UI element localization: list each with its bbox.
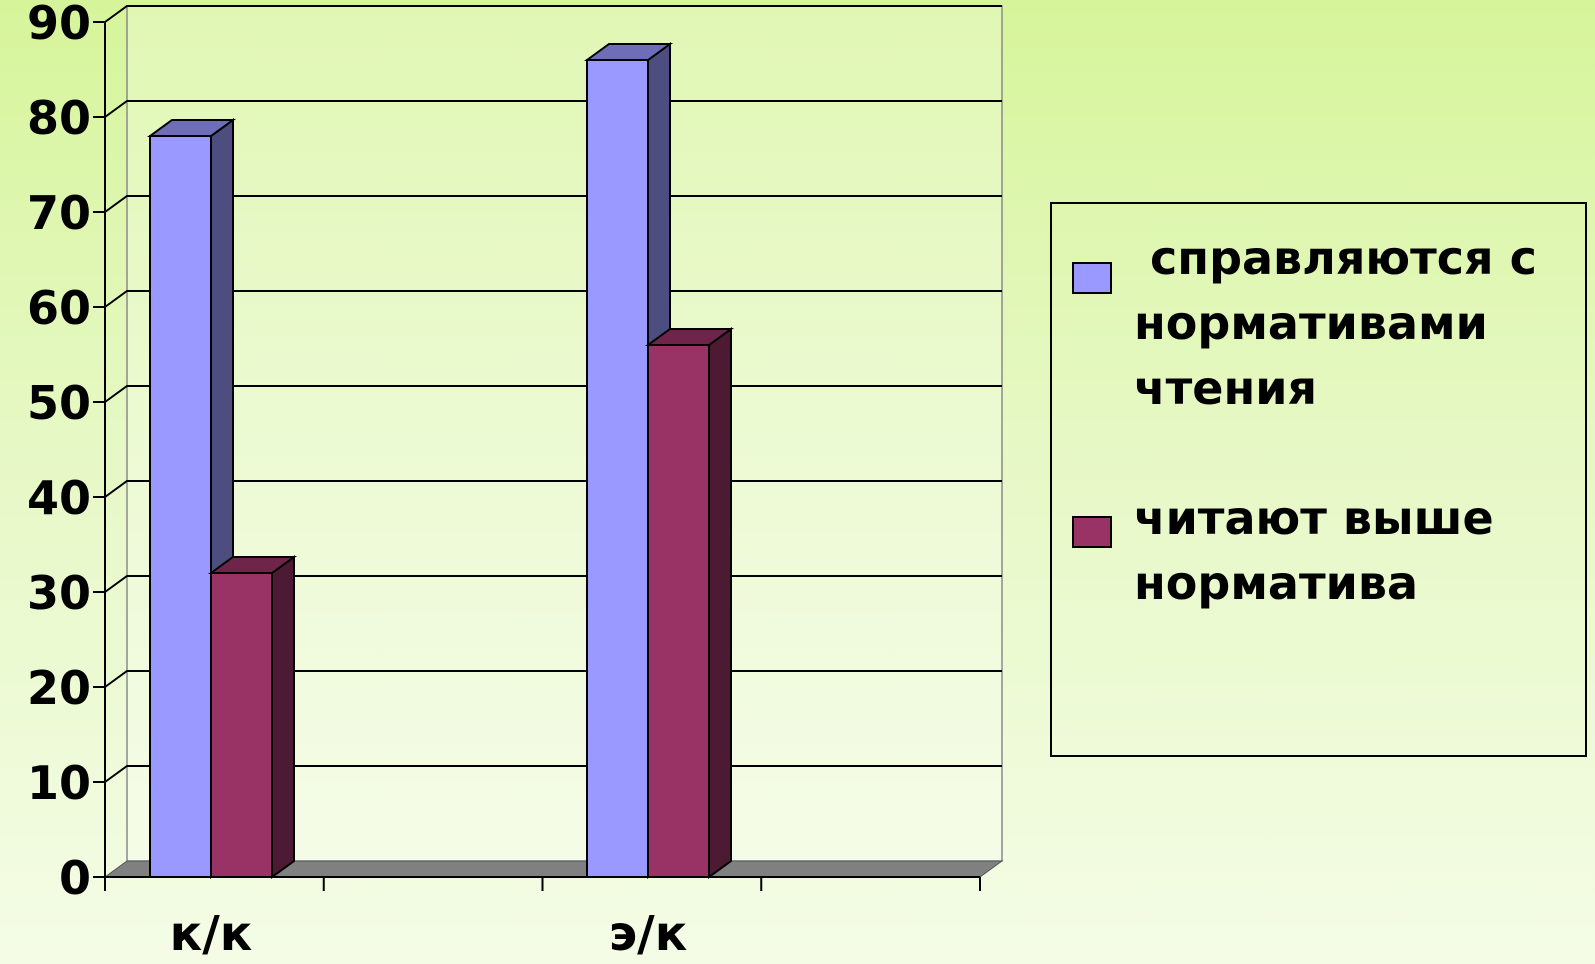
y-tick-label: 80 [27, 91, 91, 145]
bar-side-series-2 [271, 555, 295, 879]
y-tick-label: 30 [27, 566, 91, 620]
bar-series-1-ek [586, 59, 649, 878]
bar-series-2-kk [210, 572, 273, 878]
x-category-label: к/к [170, 906, 253, 962]
bars [146, 42, 735, 879]
axis-labels: 0 10 20 30 40 50 60 70 80 90 к/к э/к [27, 0, 687, 962]
y-tick-label: 20 [27, 661, 91, 715]
y-tick-label: 10 [27, 756, 91, 810]
legend-label-series-1: справляются с нормативами чтения [1134, 231, 1553, 415]
y-tick-label: 60 [27, 281, 91, 335]
legend-label-series-2: читают выше норматива [1134, 491, 1510, 610]
legend-swatch-series-1 [1072, 262, 1112, 294]
y-tick-label: 50 [27, 376, 91, 430]
x-category-label: э/к [609, 906, 688, 962]
bar-series-2-ek [647, 344, 710, 878]
y-tick-label: 0 [59, 851, 91, 905]
bar-side-series-2 [708, 327, 732, 879]
gridline [104, 5, 1002, 23]
gridline [104, 195, 1002, 213]
y-tick-label: 70 [27, 186, 91, 240]
gridline [104, 290, 1002, 308]
legend-swatch-series-2 [1072, 516, 1112, 548]
y-tick-label: 90 [27, 0, 91, 50]
legend: справляются с нормативами чтения читают … [1050, 202, 1587, 757]
bar-series-1-kk [149, 135, 212, 878]
y-tick-label: 40 [27, 471, 91, 525]
gridline [104, 100, 1002, 118]
